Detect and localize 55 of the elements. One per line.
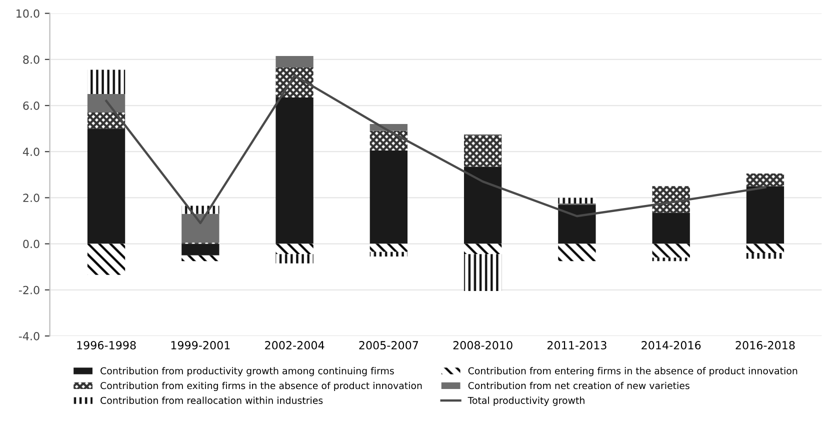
bar: [87, 244, 126, 275]
legend-label: Contribution from net creation of new varieties: [468, 382, 690, 390]
bar: [370, 244, 408, 252]
y-tick-label: 6.0: [23, 102, 40, 110]
bar: [652, 258, 690, 262]
bar: [182, 255, 220, 262]
line-series: [105, 74, 766, 224]
bar: [276, 97, 314, 244]
x-tick-label: 2011-2013: [547, 341, 606, 350]
bar: [182, 244, 220, 256]
bar: [370, 130, 408, 150]
legend-label: Contribution from exiting firms in the absence of product innovation: [100, 382, 422, 392]
legend-label: Contribution from entering firms in the absence of product innovation: [468, 367, 798, 376]
x-tick-label: 1999-2001: [171, 341, 230, 350]
bar: [276, 244, 314, 254]
x-tick-label: 2002-2004: [265, 341, 324, 350]
bar: [464, 166, 502, 244]
bar: [370, 150, 408, 244]
x-tick-label: 1996-1998: [77, 341, 136, 350]
y-tick-label: 10.0: [16, 9, 40, 18]
y-tick-label: 2.0: [23, 194, 40, 202]
legend-label: Total productivity growth: [468, 396, 584, 406]
x-tick-label: 2014-2016: [642, 341, 701, 350]
bar: [370, 252, 408, 256]
bar: [182, 214, 220, 243]
x-tick-label: 2005-2007: [359, 341, 418, 350]
bar: [746, 186, 784, 244]
bar: [558, 204, 596, 244]
bar: [746, 244, 784, 254]
x-tick-label: 2008-2010: [453, 341, 512, 350]
y-tick-label: 8.0: [23, 55, 40, 64]
legend-label: Contribution from productivity growth among continuing firms: [100, 367, 394, 376]
bar: [87, 70, 126, 94]
legend-label: Contribution from reallocation within industries: [100, 396, 323, 404]
y-tick-label: -4.0: [18, 332, 40, 340]
bar: [464, 135, 502, 167]
bar: [558, 198, 596, 204]
y-tick-label: 0.0: [23, 240, 40, 248]
bar: [87, 112, 126, 129]
bar: [276, 56, 314, 68]
y-tick-label: -2.0: [18, 286, 40, 294]
bar: [464, 244, 502, 254]
bar: [652, 244, 690, 258]
bar: [276, 254, 314, 264]
bar: [558, 244, 596, 262]
bar: [652, 212, 690, 244]
bar: [652, 186, 690, 213]
y-tick-label: 4.0: [22, 148, 40, 156]
x-tick-label: 2016-2018: [736, 341, 795, 350]
bar: [87, 94, 126, 112]
bar: [464, 254, 502, 292]
bar: [746, 174, 784, 186]
bar: [87, 128, 126, 244]
bar: [746, 253, 784, 259]
bar: [276, 68, 314, 98]
